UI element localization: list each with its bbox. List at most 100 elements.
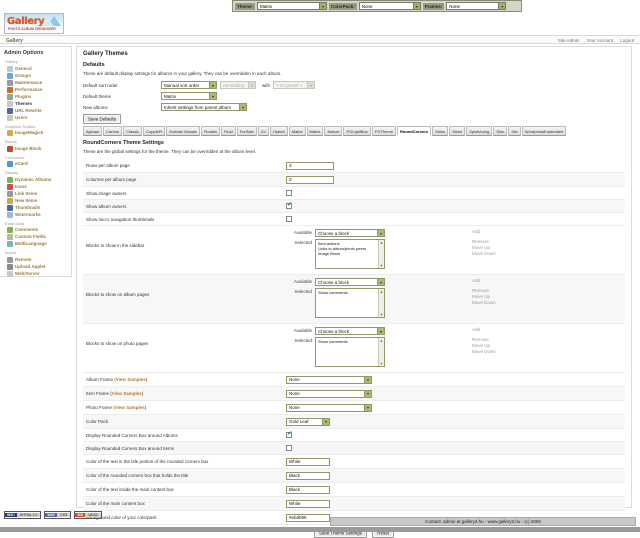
sidebar-item-comments[interactable]: Comments: [4, 227, 68, 234]
checkbox[interactable]: [286, 431, 292, 438]
frame-select[interactable]: None ▾: [286, 403, 372, 412]
save-defaults-button[interactable]: Save Defaults: [83, 113, 122, 124]
color-input[interactable]: White: [286, 499, 330, 508]
site-admin-link[interactable]: Site Admin: [557, 37, 580, 43]
selected-blocks-listbox[interactable]: Item actions Links to album/photo peers Im…: [315, 239, 385, 269]
tab-fluid[interactable]: Fluid: [221, 126, 236, 136]
frame-select[interactable]: None ▾: [286, 389, 372, 398]
sort-order-select[interactable]: Manual sort order ▾: [161, 81, 217, 89]
add-block-button[interactable]: Add: [472, 278, 481, 283]
scrollbar[interactable]: ▲ ▼: [378, 289, 384, 317]
remove-block-button[interactable]: Remove: [472, 288, 489, 293]
scroll-down-icon[interactable]: ▼: [379, 312, 384, 317]
toolbar-colorpack-select[interactable]: None ▾: [358, 2, 421, 10]
toolbar-frames-select[interactable]: None ▾: [446, 2, 507, 10]
selected-blocks-listbox[interactable]: Show comments ▲ ▼: [315, 288, 385, 318]
tab-siun[interactable]: Siun: [493, 126, 508, 136]
add-block-button[interactable]: Add: [472, 229, 481, 234]
sidebar-item-thumbnails[interactable]: Thumbnails: [4, 204, 68, 211]
tab-eclectic-mosaic[interactable]: Eclectic Mosaic: [166, 126, 200, 136]
list-item[interactable]: Image Block: [318, 251, 341, 257]
sidebar-item-performance[interactable]: Performance: [4, 86, 68, 93]
new-albums-select[interactable]: Inherit settings from parent album ▾: [161, 103, 247, 111]
color-input[interactable]: Black: [286, 485, 330, 494]
number-input[interactable]: 3: [286, 161, 334, 170]
tab-carbon[interactable]: Carbon: [103, 126, 123, 136]
tab-pglightbox[interactable]: PGLightBox: [343, 126, 371, 136]
sidebar-item-watermarks[interactable]: Watermarks: [4, 211, 68, 218]
tab-pgtheme[interactable]: PGTheme: [371, 126, 397, 136]
checkbox[interactable]: [286, 215, 292, 222]
sidebar-item-imagemagick[interactable]: ImageMagick: [4, 130, 68, 137]
breadcrumb[interactable]: Gallery: [6, 37, 23, 44]
color-input[interactable]: White: [286, 457, 330, 466]
checkbox[interactable]: [286, 189, 292, 196]
sidebar-item-users[interactable]: Users: [4, 114, 68, 121]
available-block-select[interactable]: Choose a block ▾: [315, 278, 385, 286]
tab-sirius[interactable]: Sirius: [432, 126, 449, 136]
tab-slider[interactable]: Slider: [449, 126, 466, 136]
list-item[interactable]: Show comments: [318, 290, 348, 295]
scroll-up-icon[interactable]: ▲: [379, 240, 384, 245]
move-down-button[interactable]: Move Down: [472, 349, 496, 354]
toolbar-theme-select[interactable]: Matrix ▾: [257, 2, 328, 10]
default-theme-select[interactable]: Matrix ▾: [161, 92, 217, 100]
move-up-button[interactable]: Move Up: [472, 343, 491, 348]
sidebar-item-general[interactable]: General: [4, 65, 68, 72]
view-samples-link[interactable]: (View Samples): [113, 405, 147, 410]
list-item[interactable]: Show comments: [318, 339, 348, 344]
checkbox[interactable]: [286, 444, 292, 451]
validation-badge[interactable]: 508 VALID: [74, 511, 103, 519]
tab-hybrid[interactable]: Hybrid: [270, 126, 288, 136]
sidebar-item-image-block[interactable]: Image Block: [4, 145, 68, 152]
scrollbar[interactable]: ▲ ▼: [378, 240, 384, 268]
sidebar-item-remote[interactable]: Remote: [4, 256, 68, 263]
sort-direction-select[interactable]: Ascending ▾: [220, 81, 256, 89]
list-item[interactable]: Item actions: [318, 241, 340, 246]
validation-badge[interactable]: W3C CSS: [44, 511, 72, 519]
move-up-button[interactable]: Move Up: [472, 294, 491, 299]
gallery-logo[interactable]: Gallery PHOTO ALBUM ORGANIZER: [4, 13, 64, 34]
sidebar-item-custom-fields[interactable]: Custom Fields: [4, 234, 68, 241]
move-down-button[interactable]: Move Down: [472, 300, 496, 305]
sidebar-item-ecard[interactable]: eCard: [4, 161, 68, 168]
tab-splotchung[interactable]: Splotchung: [466, 126, 493, 136]
tab-forsale[interactable]: ForSale: [236, 126, 257, 136]
available-block-select[interactable]: Choose a block ▾: [315, 327, 385, 335]
color-input[interactable]: #ebd095: [286, 513, 330, 522]
tab-matrix[interactable]: Matrix: [288, 126, 306, 136]
scroll-down-icon[interactable]: ▼: [379, 361, 384, 366]
list-item[interactable]: Links to album/photo peers: [318, 246, 367, 252]
tab-floatrix[interactable]: Floatrix: [200, 126, 221, 136]
scrollbar[interactable]: ▲ ▼: [378, 338, 384, 366]
tab-matrix[interactable]: Matrix: [306, 126, 324, 136]
logout-link[interactable]: Logout: [620, 37, 634, 43]
sidebar-item-groups[interactable]: Groups: [4, 72, 68, 79]
scroll-up-icon[interactable]: ▲: [379, 338, 384, 343]
tab-roundcorners[interactable]: RoundCorners: [397, 126, 432, 136]
sidebar-item-multilanguage[interactable]: MultiLanguage: [4, 241, 68, 248]
sidebar-item-new-items[interactable]: New Items: [4, 197, 68, 204]
number-input[interactable]: 3: [286, 175, 334, 184]
sidebar-item-upload-applet[interactable]: Upload Applet: [4, 263, 68, 270]
sidebar-item-plugins[interactable]: Plugins: [4, 93, 68, 100]
sidebar-item-themes[interactable]: Themes: [4, 100, 68, 107]
sidebar-item-url-rewrite[interactable]: URL Rewrite: [4, 107, 68, 114]
move-up-button[interactable]: Move Up: [472, 245, 491, 250]
sidebar-item-dynamic-albums[interactable]: Dynamic Albums: [4, 176, 68, 183]
view-samples-link[interactable]: (View Samples): [110, 391, 144, 396]
tie-breaker-select[interactable]: + no preset + ▾: [273, 81, 316, 89]
sidebar-item-icons[interactable]: Icons: [4, 183, 68, 190]
tab-coppleft[interactable]: CoppleFt: [143, 126, 166, 136]
remove-block-button[interactable]: Remove: [472, 239, 489, 244]
selected-blocks-listbox[interactable]: Show comments ▲ ▼: [315, 337, 385, 367]
scroll-up-icon[interactable]: ▲: [379, 289, 384, 294]
checkbox[interactable]: [286, 202, 292, 209]
add-block-button[interactable]: Add: [472, 327, 481, 332]
scroll-down-icon[interactable]: ▼: [379, 263, 384, 268]
tab-wordpressembedded[interactable]: WordpressEmbedded: [521, 126, 567, 136]
color-pack-select[interactable]: Gold Leaf ▾: [286, 417, 330, 426]
frame-select[interactable]: None ▾: [286, 375, 372, 384]
your-account-link[interactable]: Your Account: [586, 37, 613, 43]
tab-classic[interactable]: Classic: [123, 126, 143, 136]
